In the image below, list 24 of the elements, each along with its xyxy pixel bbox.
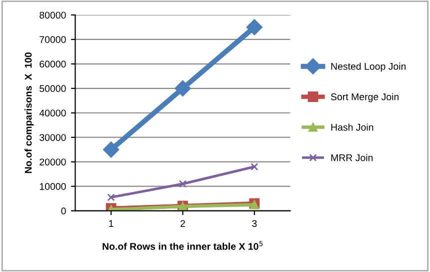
legend-label: Sort Merge Join (330, 93, 399, 102)
y-tick-label: 80000 (40, 12, 66, 19)
legend-label: MRR Join (331, 154, 373, 162)
y-tick-label: 30000 (40, 134, 66, 141)
point (174, 80, 191, 96)
point (107, 194, 115, 202)
x-tick-label: 1 (109, 220, 114, 227)
y-tick-label: 50000 (40, 85, 66, 92)
y-tick-label: 60000 (40, 60, 66, 68)
y-axis-title: No.of comparisons X 100 (24, 52, 34, 174)
point (250, 162, 258, 171)
point (103, 142, 120, 158)
y-tick-label: 10000 (40, 183, 66, 190)
legend-label: Nested Loop Join (331, 62, 406, 72)
x-tick-label: 2 (180, 220, 185, 227)
point (178, 180, 187, 188)
y-tick-label: 40000 (39, 110, 66, 116)
point (246, 19, 262, 36)
y-tick-label: 0 (61, 208, 66, 214)
legend-label: Hash Join (331, 124, 374, 131)
x-tick-label: 3 (252, 220, 257, 227)
y-tick-label: 20000 (40, 158, 66, 166)
x-axis-title: No.of Rows in the inner table X 10$^{5}$ (102, 241, 263, 250)
y-tick-label: 70000 (40, 36, 66, 44)
